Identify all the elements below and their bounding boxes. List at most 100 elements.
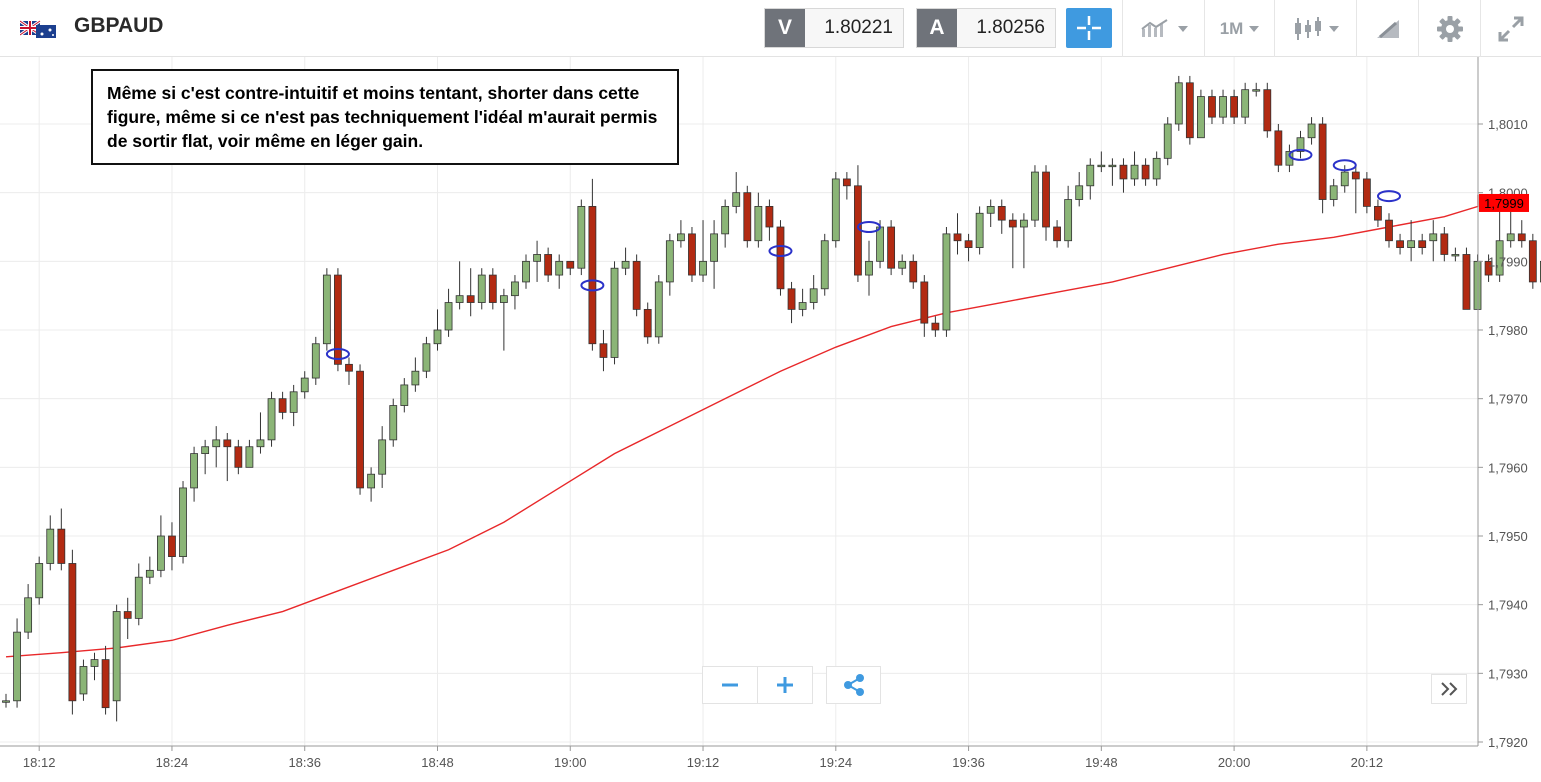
- candle: [665, 233, 674, 296]
- share-button[interactable]: [826, 666, 881, 704]
- candles: [2, 75, 1541, 722]
- candle-body: [865, 260, 873, 276]
- candle: [1407, 220, 1416, 262]
- candle: [311, 336, 320, 385]
- candle: [1174, 75, 1183, 131]
- toolbar: GBPAUD V 1.80221 A 1.80256 1M: [0, 0, 1541, 57]
- price-chart[interactable]: 1,7920 1,7930 1,7940 1,7950 1,7960 1,7970 1,79…: [0, 57, 1541, 782]
- candle: [1252, 82, 1261, 97]
- candle-body: [1252, 89, 1261, 92]
- candle: [300, 371, 309, 399]
- candle: [367, 467, 376, 502]
- candle: [1197, 89, 1205, 139]
- candle-body: [35, 563, 44, 599]
- candle: [499, 288, 508, 351]
- candle-body: [422, 343, 431, 372]
- candle: [677, 220, 685, 248]
- candle-body: [677, 233, 685, 242]
- candle-body: [588, 205, 597, 345]
- candle: [721, 199, 730, 248]
- candle-body: [433, 329, 442, 345]
- candle-body: [334, 274, 342, 365]
- candle: [621, 247, 630, 276]
- candle-body: [798, 302, 807, 310]
- candle: [1263, 82, 1272, 138]
- scroll-to-end-button[interactable]: [1431, 674, 1467, 704]
- candle: [654, 275, 663, 344]
- candle: [1053, 220, 1061, 248]
- time-tick-label: 19:36: [952, 755, 985, 770]
- candle-body: [1064, 199, 1073, 242]
- plus-icon: [777, 677, 793, 693]
- chart-grid: [0, 57, 1478, 746]
- price-tick-label: 1,8010: [1488, 117, 1528, 132]
- chart-type-icon: [1140, 18, 1168, 37]
- buy-price: 1.80256: [957, 9, 1055, 47]
- candle: [1396, 233, 1404, 255]
- candle: [433, 309, 442, 351]
- candle: [79, 659, 88, 701]
- candle: [68, 549, 77, 715]
- candle: [986, 199, 995, 227]
- candle-body: [1031, 171, 1039, 221]
- candle-body: [511, 281, 519, 297]
- candle: [1374, 199, 1382, 227]
- drawing-tools-button[interactable]: [1356, 0, 1418, 57]
- fullscreen-button[interactable]: [1480, 0, 1541, 57]
- crosshair-button[interactable]: [1066, 8, 1112, 48]
- moving-average: [5, 194, 1479, 658]
- candle-body: [721, 205, 730, 235]
- buy-quote-button[interactable]: A 1.80256: [916, 8, 1056, 48]
- price-tick-label: 1,7920: [1488, 735, 1528, 750]
- candle-body: [168, 535, 176, 558]
- candle-body: [389, 405, 398, 441]
- candle: [1362, 172, 1371, 214]
- time-tick-label: 18:12: [23, 755, 56, 770]
- candle: [1296, 130, 1305, 159]
- zoom-in-button[interactable]: [757, 667, 812, 703]
- candle-body: [90, 659, 99, 667]
- price-tick-label: 1,7980: [1488, 323, 1528, 338]
- zoom-out-button[interactable]: [703, 667, 757, 703]
- candle: [477, 268, 486, 310]
- settings-button[interactable]: [1418, 0, 1480, 57]
- candle-body: [1495, 240, 1504, 276]
- candle: [544, 247, 553, 282]
- candle-body: [1307, 123, 1316, 139]
- chevron-down-icon: [1177, 25, 1188, 32]
- candle-body: [1163, 123, 1172, 159]
- candle-body: [234, 446, 243, 468]
- candle: [1506, 206, 1515, 248]
- candle: [488, 268, 497, 310]
- candle-body: [1362, 178, 1371, 207]
- candle-body: [975, 212, 984, 248]
- candle: [400, 378, 409, 413]
- candle: [1031, 165, 1039, 227]
- candle: [201, 439, 210, 475]
- candle-body: [223, 439, 232, 448]
- candle: [156, 515, 165, 578]
- candle-body: [577, 205, 586, 269]
- candle-body: [466, 295, 475, 303]
- sell-quote-button[interactable]: V 1.80221: [764, 8, 904, 48]
- candle-style-button[interactable]: [1274, 0, 1356, 57]
- candle-body: [566, 260, 575, 269]
- candle: [411, 357, 420, 392]
- candle: [1495, 206, 1504, 282]
- candle-body: [754, 205, 763, 242]
- candle: [632, 254, 641, 317]
- double-chevron-right-icon: [1441, 682, 1458, 696]
- candle-body: [1451, 254, 1460, 257]
- candle: [1351, 165, 1360, 214]
- candle-body: [522, 260, 530, 283]
- time-axis: 18:12 18:24 18:36 18:48 19:00 19:12 19:24 19:36…: [0, 745, 1478, 770]
- chart-type-button[interactable]: [1122, 0, 1204, 57]
- candle: [931, 316, 940, 337]
- price-tick-label: 1,7970: [1488, 392, 1528, 407]
- candle-body: [1174, 82, 1183, 125]
- candle: [267, 391, 276, 447]
- candle: [997, 199, 1006, 234]
- candle-body: [156, 535, 165, 571]
- timeframe-button[interactable]: 1M: [1204, 0, 1274, 57]
- candle: [1108, 158, 1117, 186]
